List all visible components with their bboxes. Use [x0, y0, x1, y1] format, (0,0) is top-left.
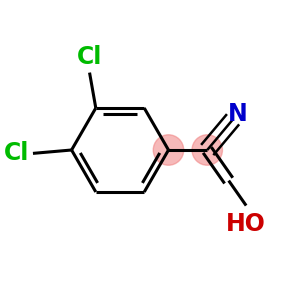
- Text: Cl: Cl: [3, 141, 29, 165]
- Circle shape: [192, 135, 223, 165]
- Text: HO: HO: [226, 212, 266, 236]
- Text: Cl: Cl: [77, 45, 102, 69]
- Text: N: N: [228, 102, 247, 126]
- Circle shape: [153, 135, 184, 165]
